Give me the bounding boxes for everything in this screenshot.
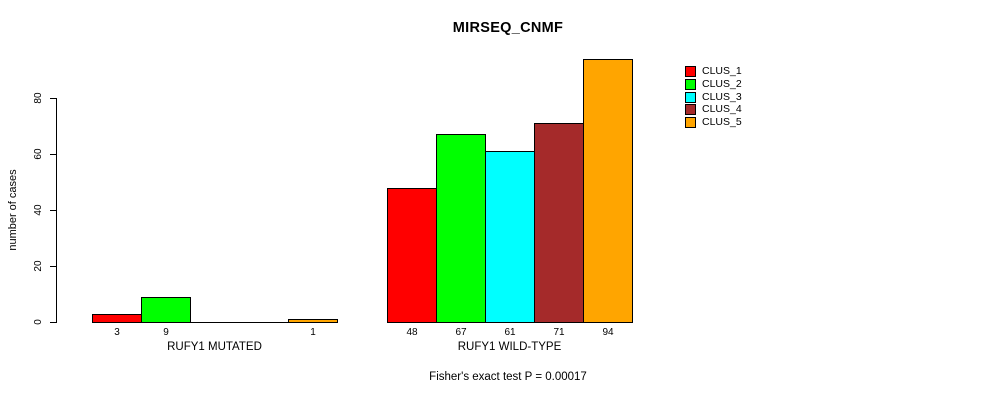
chart-title: MIRSEQ_CNMF [452, 20, 564, 36]
bar-clus_3 [485, 151, 535, 323]
legend-swatch-clus_4 [685, 104, 696, 115]
bar-value-label: 3 [114, 327, 120, 338]
bar-clus_5 [288, 319, 338, 323]
legend-swatch-clus_2 [685, 79, 696, 90]
bar-clus_1 [92, 314, 142, 323]
y-tick [50, 266, 56, 267]
legend-swatch-clus_3 [685, 92, 696, 103]
bar-value-label: 61 [504, 327, 516, 338]
y-axis-label: number of cases [7, 169, 19, 251]
y-tick-label: 60 [33, 148, 44, 160]
y-tick [50, 154, 56, 155]
y-axis-line [56, 98, 57, 323]
bar-value-label: 1 [310, 327, 316, 338]
y-tick-label: 40 [33, 204, 44, 216]
bar-clus_1 [387, 188, 437, 323]
bar-value-label: 71 [553, 327, 565, 338]
legend-label: CLUS_3 [702, 91, 742, 103]
category-label: RUFY1 MUTATED [167, 341, 262, 353]
bar-clus_4 [534, 123, 584, 323]
y-tick-label: 0 [33, 319, 44, 325]
legend-label: CLUS_5 [702, 116, 742, 128]
fisher-test-annotation: Fisher's exact test P = 0.00017 [429, 371, 587, 383]
legend-label: CLUS_4 [702, 103, 742, 115]
bar-value-label: 94 [602, 327, 614, 338]
y-tick [50, 210, 56, 211]
bar-value-label: 9 [163, 327, 169, 338]
bar-value-label: 48 [406, 327, 418, 338]
legend-swatch-clus_1 [685, 66, 696, 77]
bar-clus_3-zero [190, 322, 240, 323]
legend-swatch-clus_5 [685, 117, 696, 128]
y-tick [50, 322, 56, 323]
y-tick-label: 20 [33, 260, 44, 272]
y-tick-label: 80 [33, 92, 44, 104]
legend-label: CLUS_2 [702, 78, 742, 90]
legend-label: CLUS_1 [702, 65, 742, 77]
bar-value-label: 67 [455, 327, 467, 338]
category-label: RUFY1 WILD-TYPE [457, 341, 562, 353]
bar-clus_2 [436, 134, 486, 323]
bar-clus_5 [583, 59, 633, 323]
y-tick [50, 98, 56, 99]
bar-clus_2 [141, 297, 191, 323]
bar-clus_4-zero [239, 322, 289, 323]
